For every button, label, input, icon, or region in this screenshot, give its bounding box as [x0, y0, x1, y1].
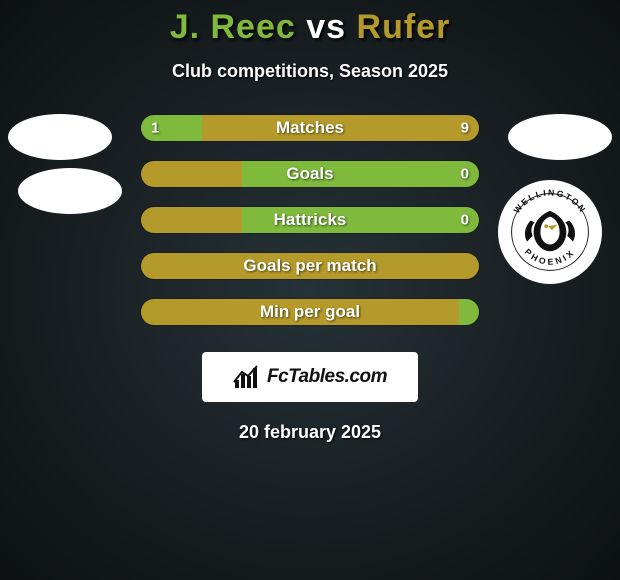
- bar-right-segment: [242, 207, 479, 233]
- bar-left-segment: [141, 207, 242, 233]
- bar-right-segment: [459, 299, 479, 325]
- player2-avatar-placeholder: [508, 114, 612, 160]
- page-title: J. Reec vs Rufer: [170, 8, 451, 47]
- title-player1: J. Reec: [170, 8, 296, 46]
- bar-row: Matches19: [140, 114, 480, 142]
- bar-left-segment: [141, 161, 242, 187]
- bar-left-segment: [141, 299, 459, 325]
- bar-right-segment: [242, 161, 479, 187]
- bar-row: Hattricks0: [140, 206, 480, 234]
- bar-right-segment: [202, 115, 479, 141]
- logo-text: FcTables.com: [267, 366, 387, 388]
- player2-club-crest: WELLINGTON PHOENIX: [498, 180, 602, 284]
- subtitle: Club competitions, Season 2025: [172, 61, 448, 82]
- comparison-chart: WELLINGTON PHOENIX Matches19 Goals0 Hattri…: [0, 114, 620, 326]
- fctables-logo: FcTables.com: [202, 352, 418, 402]
- date-text: 20 february 2025: [239, 422, 381, 443]
- bar-row: Goals per match: [140, 252, 480, 280]
- bar-left-segment: [141, 115, 202, 141]
- bar-left-segment: [141, 253, 479, 279]
- player1-avatar-placeholder: [8, 114, 112, 160]
- bar-chart-icon: [233, 364, 263, 390]
- bars-container: Matches19 Goals0 Hattricks0 Goals per match…: [140, 114, 480, 326]
- title-player2: Rufer: [357, 8, 451, 46]
- player1-club-placeholder: [18, 168, 122, 214]
- bar-row: Goals0: [140, 160, 480, 188]
- title-vs: vs: [306, 8, 346, 46]
- wellington-phoenix-icon: WELLINGTON PHOENIX: [502, 184, 598, 280]
- bar-row: Min per goal: [140, 298, 480, 326]
